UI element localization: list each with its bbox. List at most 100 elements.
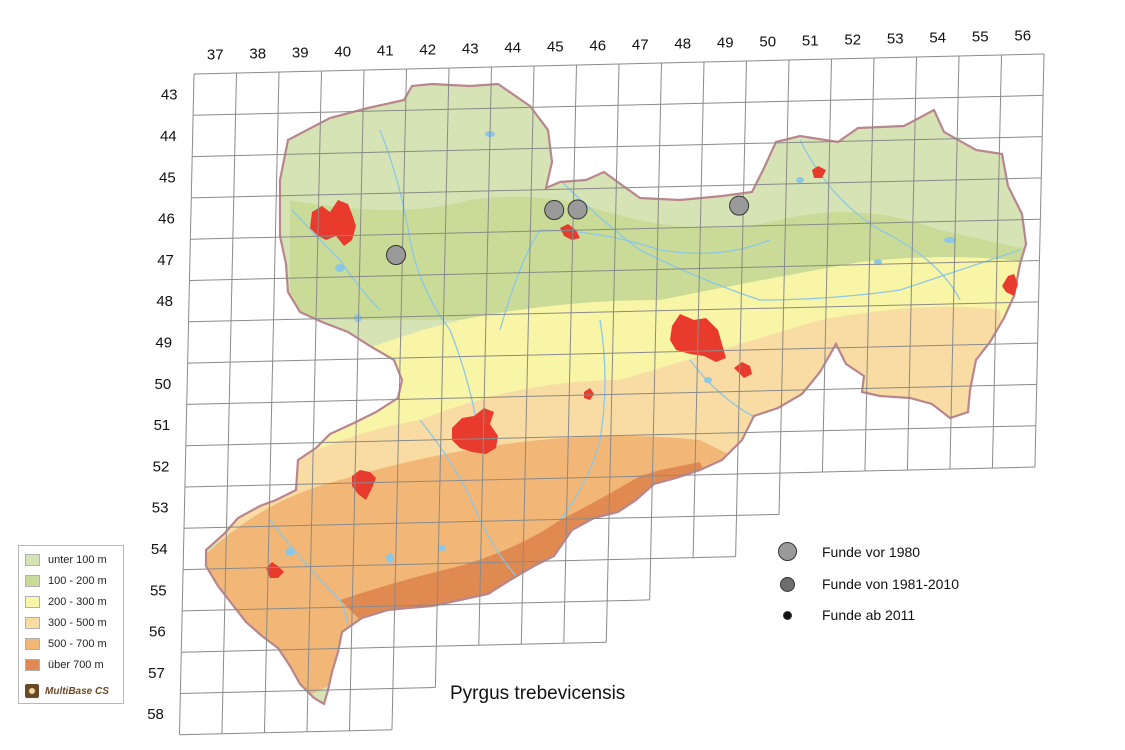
column-label: 49 <box>717 35 734 52</box>
row-label: 45 <box>159 169 176 186</box>
column-label: 47 <box>632 37 649 54</box>
row-label: 54 <box>151 541 168 558</box>
multibase-icon <box>25 684 39 698</box>
legend-label: über 700 m <box>48 659 104 671</box>
legend-item-100-200: 100 - 200 m <box>25 574 107 588</box>
urban-plauen <box>266 562 284 578</box>
grid-lines <box>178 53 1045 736</box>
legend-swatch <box>25 596 40 608</box>
legend-label: unter 100 m <box>48 554 107 566</box>
grid-line-horizontal <box>187 342 1038 364</box>
legend-swatch <box>25 617 40 629</box>
brand-logo: MultiBase CS <box>25 684 109 698</box>
marker-1981-2010-icon <box>779 576 795 592</box>
grid-line-horizontal <box>186 383 1037 405</box>
row-label: 50 <box>154 376 171 393</box>
column-label: 50 <box>759 34 776 51</box>
grid-line-horizontal <box>185 425 1036 447</box>
grid-line-horizontal <box>192 136 1043 158</box>
row-label: 47 <box>157 252 174 269</box>
column-label: 46 <box>589 38 606 55</box>
finds-legend-item-after-2011: Funde ab 2011 <box>770 607 915 623</box>
find-marker <box>729 195 750 216</box>
grid-line-horizontal <box>191 177 1042 199</box>
column-label: 41 <box>377 43 394 60</box>
legend-label: 200 - 300 m <box>48 596 107 608</box>
region-border <box>204 82 1028 706</box>
column-label: 45 <box>547 39 564 56</box>
legend-swatch <box>25 575 40 587</box>
legend-item-500-700: 500 - 700 m <box>25 637 107 651</box>
finds-legend-label: Funde von 1981-2010 <box>822 576 959 592</box>
finds-legend: Funde vor 1980 Funde von 1981-2010 Funde… <box>770 540 990 640</box>
row-label: 44 <box>160 128 177 145</box>
grid-line-horizontal <box>193 53 1045 75</box>
finds-legend-label: Funde ab 2011 <box>822 607 916 623</box>
finds-legend-item-before-1980: Funde vor 1980 <box>770 542 920 561</box>
column-label: 52 <box>844 32 861 49</box>
grid-line-horizontal <box>190 218 1041 240</box>
row-label: 46 <box>158 211 175 228</box>
row-label: 48 <box>156 293 173 310</box>
legend-item-200-300: 200 - 300 m <box>25 595 107 609</box>
row-labels: 43 44 45 46 47 48 49 50 51 52 53 54 55 56 57 58 <box>147 87 177 724</box>
urban-hoyerswerda <box>812 166 826 178</box>
grid-line-horizontal <box>183 556 736 571</box>
legend-swatch <box>25 638 40 650</box>
grid-line-vertical <box>434 67 450 688</box>
grid-line-vertical <box>778 60 790 515</box>
finds-legend-label: Funde vor 1980 <box>822 543 921 560</box>
legend-item-300-500: 300 - 500 m <box>25 616 107 630</box>
column-label: 40 <box>334 44 351 61</box>
legend-swatch <box>25 659 40 671</box>
row-label: 58 <box>147 706 164 723</box>
grid-line-horizontal <box>189 260 1040 281</box>
grid-line-horizontal <box>180 687 436 694</box>
column-label: 43 <box>462 41 479 58</box>
row-label: 49 <box>155 334 172 351</box>
grid-line-horizontal <box>184 466 1035 488</box>
legend-swatch <box>25 554 40 566</box>
column-label: 37 <box>207 47 224 64</box>
grid-line-vertical <box>649 63 662 600</box>
grid-line-horizontal <box>181 641 607 653</box>
marker-before-1980-icon <box>777 542 797 561</box>
column-label: 51 <box>802 33 819 50</box>
row-label: 55 <box>150 582 167 599</box>
column-labels: 37 38 39 40 41 42 43 44 45 46 47 48 49 50 51 52 53 54 55 56 <box>207 28 1031 64</box>
row-label: 57 <box>148 665 165 682</box>
legend-label: 500 - 700 m <box>48 638 107 650</box>
row-label: 53 <box>152 500 169 517</box>
column-label: 56 <box>1014 28 1031 45</box>
find-marker <box>386 245 407 266</box>
species-name: Pyrgus trebevicensis <box>450 683 626 704</box>
row-label: 52 <box>153 458 170 475</box>
legend-label: 100 - 200 m <box>48 575 107 587</box>
grid-line-horizontal <box>193 94 1044 116</box>
column-label: 55 <box>972 29 989 46</box>
row-label: 56 <box>149 624 166 641</box>
urban-goerlitz <box>1002 274 1018 296</box>
brand-name: MultiBase CS <box>45 685 109 697</box>
grid-line-horizontal <box>188 301 1039 323</box>
legend-item-over-700: über 700 m <box>25 658 104 672</box>
elevation-legend: unter 100 m 100 - 200 m 200 - 300 m 300 … <box>18 545 124 704</box>
row-label: 43 <box>161 87 178 104</box>
legend-item-unter-100: unter 100 m <box>25 553 107 567</box>
grid-line-horizontal <box>183 513 780 529</box>
column-label: 39 <box>292 45 309 62</box>
urban-riesa <box>560 224 580 240</box>
legend-label: 300 - 500 m <box>48 617 107 629</box>
elevation-over-700 <box>340 462 704 620</box>
grid-line-horizontal <box>182 599 650 612</box>
column-label: 42 <box>419 42 436 59</box>
column-label: 48 <box>674 36 691 53</box>
find-marker <box>567 199 588 220</box>
finds-legend-item-1981-2010: Funde von 1981-2010 <box>770 576 959 592</box>
column-label: 38 <box>249 46 266 63</box>
column-label: 54 <box>929 30 946 47</box>
urban-leipzig <box>310 200 356 246</box>
grid-line-horizontal <box>179 729 392 736</box>
column-label: 44 <box>504 40 521 57</box>
